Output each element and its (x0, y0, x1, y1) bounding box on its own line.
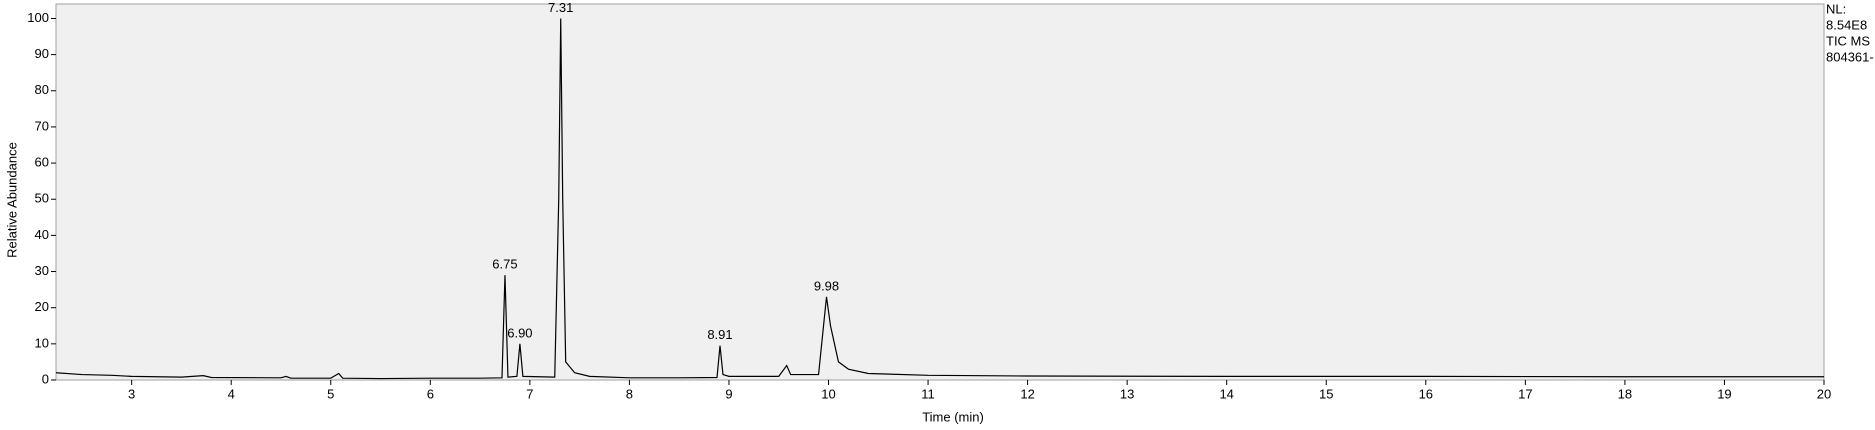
y-tick-label: 100 (27, 10, 49, 25)
y-tick-label: 60 (35, 155, 49, 170)
x-tick-label: 9 (725, 386, 732, 401)
x-tick-label: 15 (1319, 386, 1333, 401)
x-tick-label: 6 (427, 386, 434, 401)
x-tick-label: 5 (327, 386, 334, 401)
x-tick-label: 3 (128, 386, 135, 401)
y-tick-label: 90 (35, 46, 49, 61)
y-tick-label: 10 (35, 335, 49, 350)
peak-label: 6.75 (492, 257, 517, 272)
y-tick-label: 30 (35, 263, 49, 278)
y-tick-label: 20 (35, 299, 49, 314)
peak-label: 8.91 (707, 327, 732, 342)
y-tick-label: 50 (35, 191, 49, 206)
x-tick-label: 7 (526, 386, 533, 401)
x-tick-label: 17 (1518, 386, 1532, 401)
info-text: NL: (1826, 1, 1846, 16)
x-tick-label: 8 (626, 386, 633, 401)
trace (55, 18, 1824, 380)
x-tick-label: 13 (1120, 386, 1134, 401)
info-text: 8.54E8 (1826, 17, 1867, 32)
x-tick-label: 11 (921, 386, 935, 401)
y-tick-label: 70 (35, 118, 49, 133)
x-tick-label: 4 (228, 386, 235, 401)
x-tick-label: 16 (1419, 386, 1433, 401)
x-tick-label: 12 (1020, 386, 1034, 401)
info-text: TIC MS (1826, 33, 1870, 48)
info-text: 804361- (1826, 49, 1874, 64)
peak-label: 9.98 (814, 278, 839, 293)
x-tick-label: 20 (1817, 386, 1831, 401)
x-tick-label: 19 (1717, 386, 1731, 401)
x-tick-label: 10 (821, 386, 835, 401)
x-axis-label: Time (min) (922, 409, 984, 424)
x-tick-label: 14 (1219, 386, 1233, 401)
x-tick-label: 18 (1618, 386, 1632, 401)
plot-area (55, 3, 1825, 381)
y-axis-label: Relative Abundance (4, 142, 19, 258)
peak-label: 7.31 (548, 0, 573, 15)
y-tick-label: 0 (42, 371, 49, 386)
y-tick-label: 40 (35, 227, 49, 242)
peak-label: 6.90 (507, 325, 532, 340)
y-tick-label: 80 (35, 82, 49, 97)
